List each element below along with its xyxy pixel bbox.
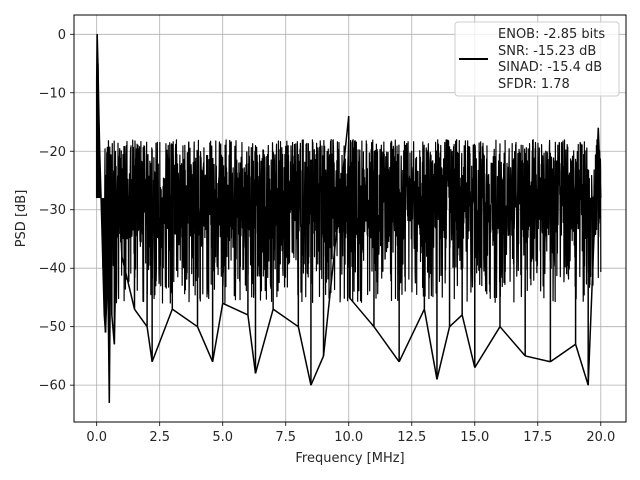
psd-trace-segment (146, 326, 153, 362)
psd-trace-segment (499, 326, 526, 357)
x-tick-label: 5.0 (212, 430, 233, 445)
psd-trace-segment (297, 326, 312, 386)
psd-trace-segment (525, 355, 551, 363)
legend-box (454, 21, 620, 97)
plot-frame (73, 14, 627, 423)
x-axis-label: Frequency [MHz] (295, 451, 404, 466)
psd-trace-segment (196, 326, 214, 363)
psd-trace-segment (461, 314, 476, 368)
psd-trace-segment (254, 308, 274, 374)
y-tick-label: −10 (39, 86, 66, 101)
y-axis-label: PSD [dB] (14, 190, 29, 248)
x-tick-label: 17.5 (523, 430, 552, 445)
x-tick-label: 7.5 (275, 430, 296, 445)
x-tick-label: 10.0 (334, 430, 363, 445)
legend-entry-sfdr: SFDR: 1.78 (498, 77, 570, 92)
psd-trace-noise (103, 139, 602, 304)
y-tick-label: −60 (39, 379, 66, 394)
x-tick-label: 0.0 (86, 430, 107, 445)
plot-data (95, 34, 602, 403)
psd-trace-segment (211, 303, 224, 362)
legend-entry-snr: SNR: -15.23 dB (498, 44, 596, 59)
psd-trace-segment (247, 314, 257, 374)
psd-trace-segment (398, 308, 426, 363)
psd-trace-segment (449, 314, 463, 328)
x-tick-label: 20.0 (586, 430, 615, 445)
legend-entry-enob: ENOB: -2.85 bits (498, 27, 605, 42)
psd-trace-segment (574, 344, 589, 386)
y-tick-label: −20 (39, 145, 66, 160)
psd-trace-segment (587, 127, 600, 386)
psd-trace-segment (133, 308, 148, 328)
psd-trace-segment (272, 308, 299, 328)
psd-trace-segment (151, 308, 174, 363)
psd-trace-segment (222, 302, 249, 316)
legend: ENOB: -2.85 bits SNR: -15.23 dB SINAD: -… (454, 21, 620, 97)
y-tick-label: −40 (39, 262, 66, 277)
x-tick-label: 12.5 (397, 430, 426, 445)
psd-trace-segment (474, 326, 501, 369)
psd-trace-segment (171, 308, 198, 328)
psd-trace-segment (373, 326, 400, 363)
psd-trace-segment (121, 256, 136, 310)
psd-trace-segment (423, 309, 438, 380)
psd-trace-segment (436, 326, 451, 380)
x-tick-label: 15.0 (460, 430, 489, 445)
psd-trace-segment (348, 296, 375, 328)
y-tick-label: 0 (58, 28, 66, 43)
axis-ticks: 0.0 2.5 5.0 7.5 10.0 12.5 15.0 17.5 20.0 0 −10 −20 −… (39, 28, 616, 445)
y-tick-label: −30 (39, 203, 66, 218)
legend-entry-sinad: SINAD: -15.4 dB (498, 60, 602, 75)
y-tick-label: −50 (39, 320, 66, 335)
psd-trace-segment (549, 343, 577, 363)
psd-trace-segment (322, 116, 350, 356)
x-tick-label: 2.5 (149, 430, 170, 445)
psd-trace-segment (310, 355, 325, 386)
